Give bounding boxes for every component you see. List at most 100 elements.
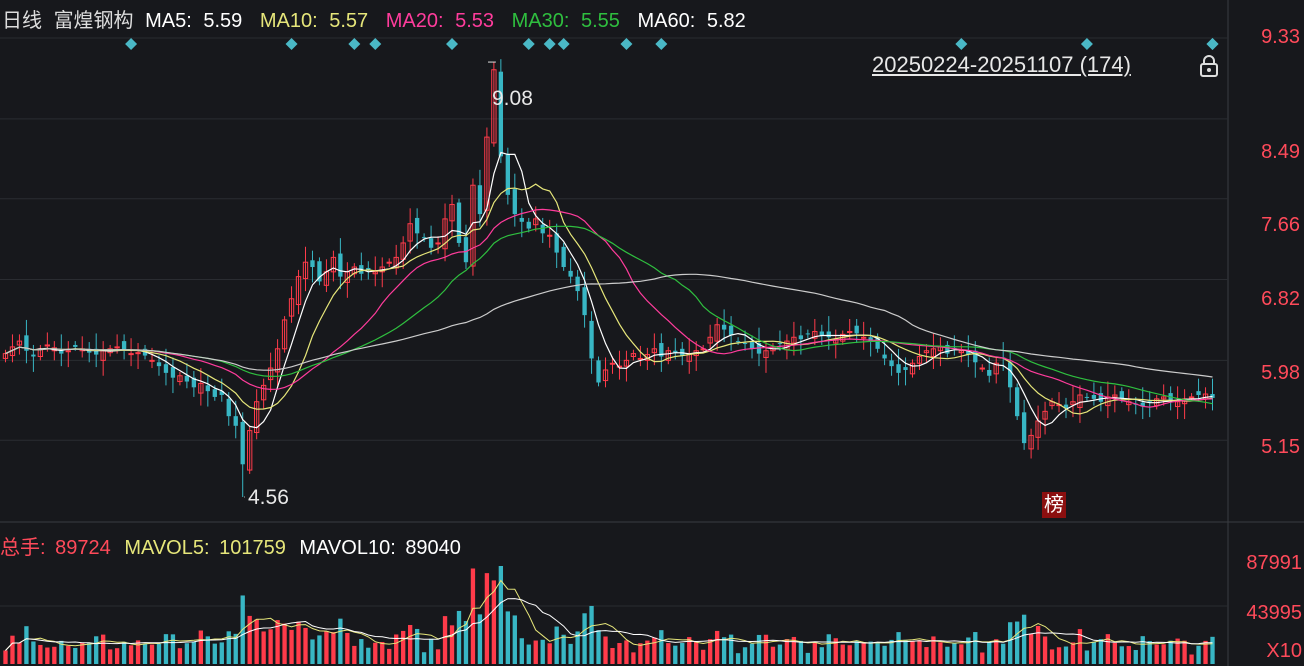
volume-bar xyxy=(24,626,29,664)
mavol10-value: 89040 xyxy=(405,537,461,559)
candle-body xyxy=(212,389,217,397)
candle-body xyxy=(1188,396,1195,399)
candle-body xyxy=(366,267,371,270)
candle-body xyxy=(973,350,978,363)
volume-bar xyxy=(310,639,315,664)
volume-bar xyxy=(917,640,922,664)
candle-body xyxy=(449,203,455,222)
candle-body xyxy=(94,348,99,355)
candle-body xyxy=(505,154,510,195)
y-tick-5: 5.15 xyxy=(1261,436,1300,458)
volume-bar xyxy=(156,643,162,664)
ma5-line xyxy=(5,151,1213,429)
volume-bar xyxy=(819,647,824,664)
candle-body xyxy=(463,237,469,263)
volume-bar xyxy=(903,639,908,664)
volume-bar xyxy=(135,640,141,664)
volume-bar xyxy=(770,646,776,664)
volume-bar xyxy=(359,639,364,664)
volume-bar xyxy=(498,566,504,664)
candle-body xyxy=(428,238,434,248)
volume-bar xyxy=(205,636,210,664)
candle-body xyxy=(302,261,309,280)
volume-bar xyxy=(219,642,224,664)
candle-body xyxy=(860,336,867,339)
volume-bar xyxy=(442,616,448,664)
candle-body xyxy=(372,271,378,275)
volume-bar xyxy=(1084,650,1090,664)
signal-diamond-icon xyxy=(655,38,668,50)
volume-bar xyxy=(624,640,629,664)
leaderboard-badge[interactable]: 榜 xyxy=(1042,492,1066,518)
volume-bar xyxy=(666,643,671,664)
candle-body xyxy=(896,364,901,373)
volume-bar xyxy=(708,639,713,664)
signal-diamond-icon xyxy=(557,38,570,50)
candle-body xyxy=(317,261,322,282)
candle-body xyxy=(1140,402,1145,407)
volume-bar xyxy=(1175,638,1180,664)
volume-bar xyxy=(3,650,8,664)
date-range-link[interactable]: 20250224-20251107 (174) xyxy=(872,52,1131,77)
volume-bar xyxy=(45,647,50,664)
candle-body xyxy=(267,367,274,381)
volume-bar xyxy=(394,634,399,664)
volume-bar xyxy=(687,637,692,664)
volume-bar xyxy=(561,634,566,664)
ma10-value: 5.57 xyxy=(329,10,369,32)
candle-body xyxy=(484,136,490,211)
candle-body xyxy=(295,276,302,306)
candle-body xyxy=(512,189,517,215)
ma30-label: MA30: xyxy=(511,10,570,32)
candle-body xyxy=(554,233,559,253)
candle-body xyxy=(575,276,580,292)
candle-body xyxy=(735,341,741,343)
volume-bar xyxy=(882,645,887,664)
lock-icon[interactable] xyxy=(1198,54,1220,83)
volume-bar xyxy=(101,634,106,664)
volume-bar xyxy=(924,647,929,664)
volume-bar xyxy=(826,634,831,664)
candle-body xyxy=(435,242,441,245)
volume-bar xyxy=(868,641,873,664)
candle-body xyxy=(568,270,573,277)
volume-bar xyxy=(10,635,15,664)
volume-bar xyxy=(603,636,608,664)
candle-body xyxy=(198,382,204,394)
volume-bar xyxy=(617,643,622,664)
volume-bar xyxy=(763,634,769,664)
candle-body xyxy=(665,350,671,361)
candle-body xyxy=(847,330,853,333)
volume-bar xyxy=(401,630,406,664)
volume-bar xyxy=(1008,622,1013,664)
candle-body xyxy=(728,325,734,336)
candle-body xyxy=(1084,396,1090,398)
volume-bar xyxy=(428,638,434,664)
signal-diamond-icon xyxy=(1206,38,1219,50)
volume-bar xyxy=(254,619,259,664)
candle-body xyxy=(1070,401,1076,406)
volume-bar xyxy=(491,580,497,664)
volume-bar xyxy=(435,649,441,664)
candle-body xyxy=(945,344,950,354)
volume-bar xyxy=(1091,641,1097,664)
candle-body xyxy=(31,354,36,357)
candle-body xyxy=(73,344,78,347)
candle-body xyxy=(386,261,392,264)
volume-bar xyxy=(414,628,420,664)
volume-bar xyxy=(847,645,852,664)
y-tick-2: 7.66 xyxy=(1261,214,1300,236)
candle-body xyxy=(540,224,545,234)
volume-bar xyxy=(149,644,155,664)
volume-bar xyxy=(352,645,357,664)
volume-bar xyxy=(282,623,287,664)
ma10-line xyxy=(5,183,1213,415)
volume-bar xyxy=(966,637,971,664)
volume-bar xyxy=(1140,636,1145,664)
volume-bar xyxy=(728,634,734,664)
volume-bar xyxy=(945,646,950,664)
volume-bar xyxy=(1168,640,1173,664)
ma10-label: MA10: xyxy=(259,10,318,32)
candle-body xyxy=(121,341,127,350)
